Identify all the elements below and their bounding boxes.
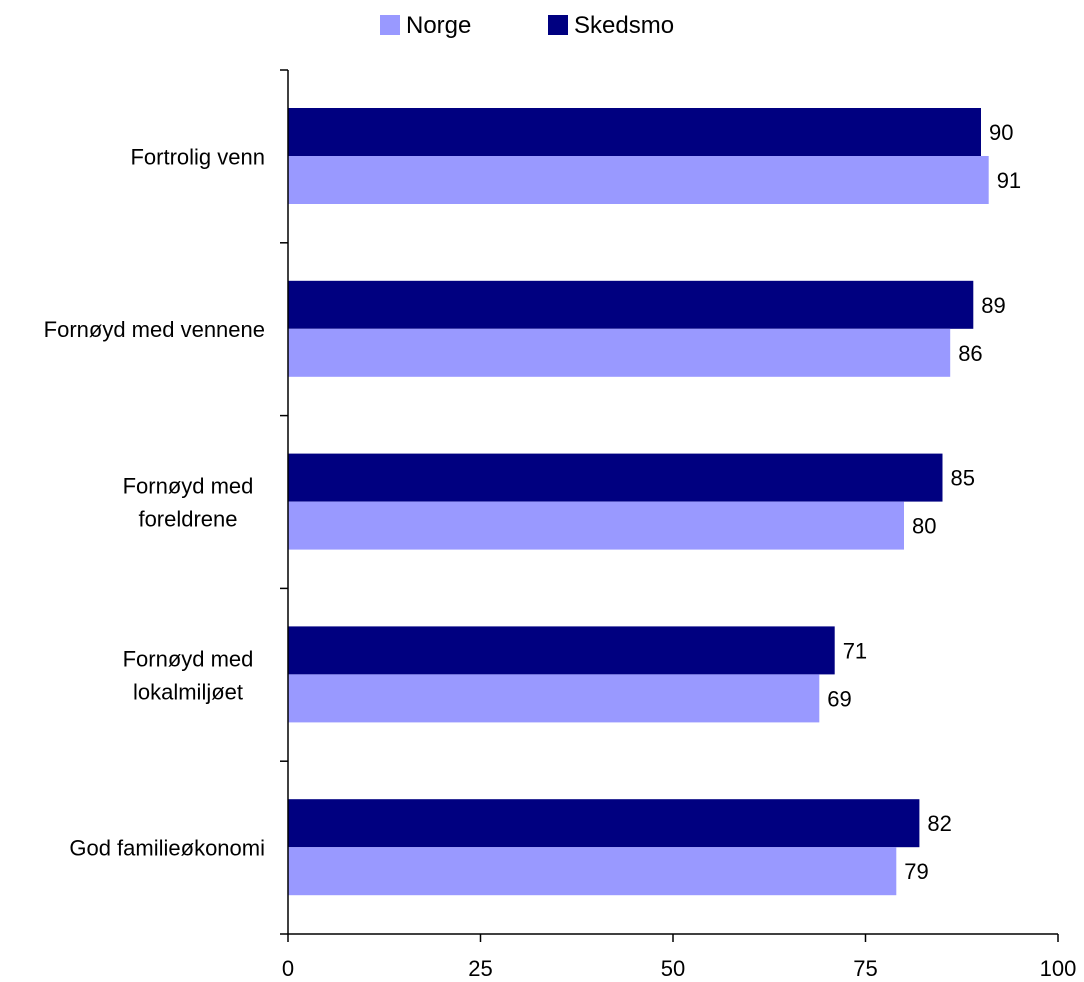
- bar-skedsmo: [288, 108, 981, 156]
- data-label-norge: 79: [904, 859, 928, 884]
- category-label: Fornøyd med: [123, 646, 254, 671]
- category-label: foreldrene: [138, 507, 237, 532]
- legend-label-skedsmo: Skedsmo: [574, 12, 674, 39]
- legend-swatch-norge: [380, 15, 400, 35]
- bars: [288, 108, 989, 896]
- data-label-skedsmo: 85: [951, 466, 975, 491]
- data-label-norge: 91: [997, 168, 1021, 193]
- data-label-norge: 69: [827, 686, 851, 711]
- bar-norge: [288, 501, 904, 550]
- category-label: Fornøyd med: [123, 474, 254, 499]
- x-tick-label: 75: [853, 956, 877, 981]
- category-label: Fortrolig venn: [130, 144, 265, 169]
- bar-skedsmo: [288, 280, 974, 329]
- category-label: lokalmiljøet: [133, 679, 243, 704]
- bar-skedsmo: [288, 626, 835, 675]
- bar-norge: [288, 156, 989, 204]
- x-tick-label: 100: [1040, 956, 1077, 981]
- legend: Norge Skedsmo: [380, 12, 674, 39]
- legend-swatch-skedsmo: [548, 15, 568, 35]
- data-label-skedsmo: 82: [927, 811, 951, 836]
- data-label-skedsmo: 89: [981, 293, 1005, 318]
- data-label-norge: 86: [958, 341, 982, 366]
- bar-norge: [288, 674, 820, 723]
- category-labels: Fortrolig venn Fornøyd med vennene Fornøyd…: [44, 144, 265, 860]
- data-label-skedsmo: 90: [989, 120, 1013, 145]
- category-label: Fornøyd med vennene: [44, 317, 265, 342]
- data-labels: 90 91 89 86 85 80 71 69 82 79: [827, 120, 1021, 884]
- data-label-norge: 80: [912, 514, 936, 539]
- bar-norge: [288, 328, 951, 377]
- x-tick-label: 50: [661, 956, 685, 981]
- bar-skedsmo: [288, 453, 943, 502]
- x-axis-ticks: 0 25 50 75 100: [282, 934, 1076, 981]
- y-axis-ticks: [280, 69, 288, 935]
- bar-norge: [288, 847, 897, 896]
- category-label: God familieøkonomi: [69, 836, 265, 861]
- bar-skedsmo: [288, 799, 920, 848]
- x-tick-label: 25: [468, 956, 492, 981]
- data-label-skedsmo: 71: [843, 638, 867, 663]
- legend-label-norge: Norge: [406, 12, 471, 39]
- x-tick-label: 0: [282, 956, 294, 981]
